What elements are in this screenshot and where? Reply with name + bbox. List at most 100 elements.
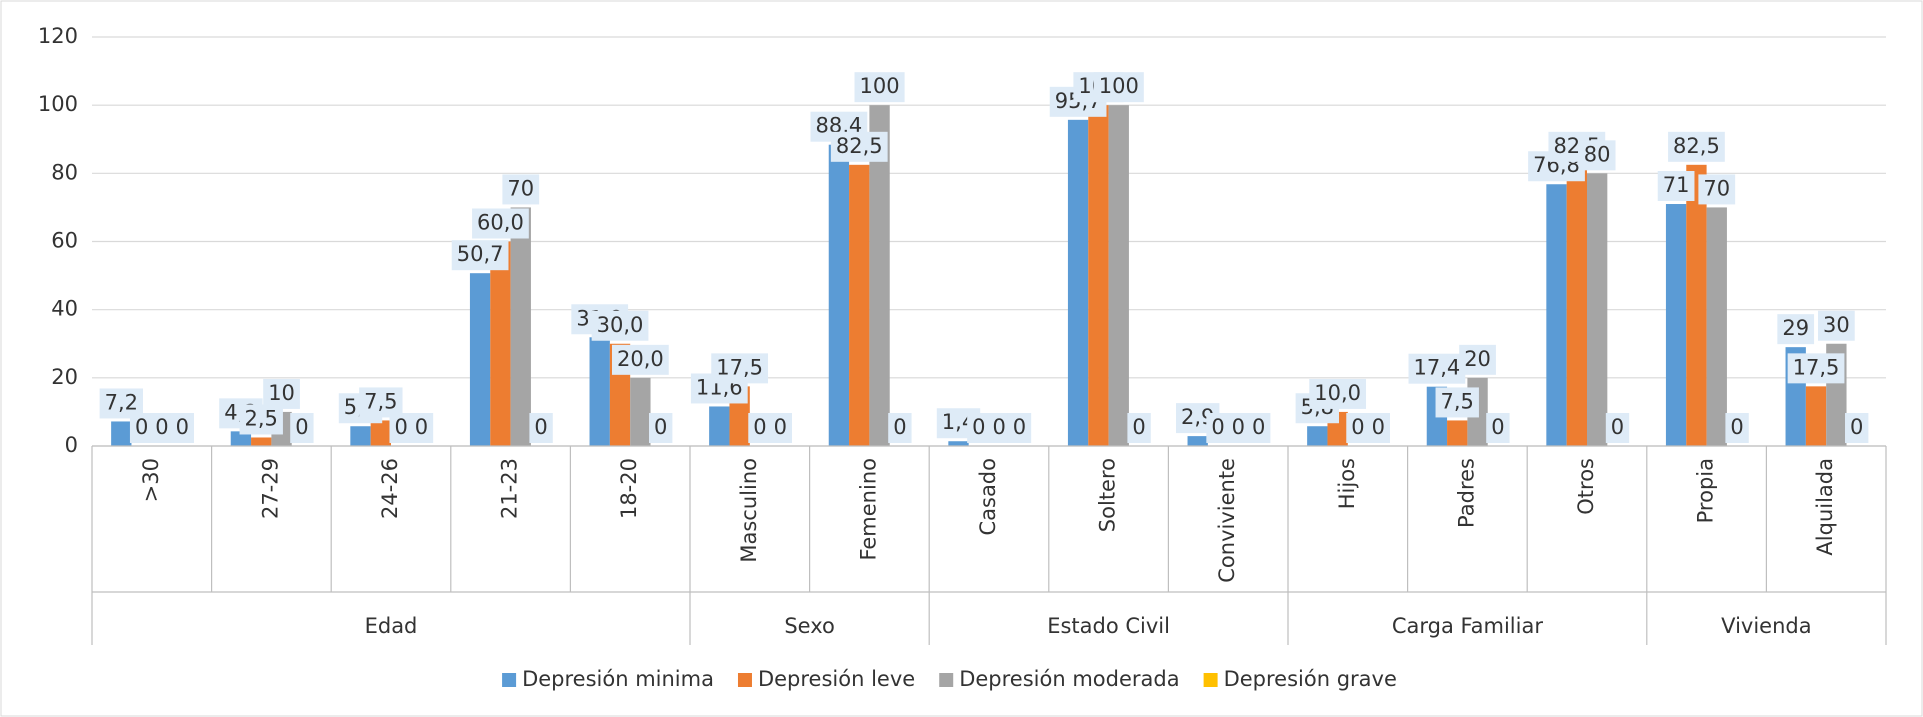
data-label: 17,4	[1414, 356, 1461, 380]
data-label: 30,0	[597, 313, 644, 337]
data-label-bg	[409, 413, 434, 443]
data-label: 10	[268, 381, 295, 405]
bar	[828, 144, 850, 446]
data-label: 0	[394, 415, 407, 439]
group-label: Edad	[365, 614, 418, 638]
data-label-bg	[359, 387, 403, 418]
data-label-bg	[1459, 344, 1496, 375]
legend-label: Depresión leve	[758, 667, 915, 691]
data-label: 29	[1782, 316, 1809, 340]
legend-label: Depresión minima	[522, 667, 714, 691]
data-label-bg	[1578, 140, 1616, 171]
data-label-bg	[1777, 314, 1815, 345]
data-label: 0	[1491, 415, 1504, 439]
x-tick-label: Casado	[976, 458, 1000, 536]
y-tick-label: 80	[51, 160, 78, 184]
data-label-bg	[768, 413, 792, 443]
bar	[1587, 173, 1608, 447]
bar	[849, 164, 870, 446]
bar	[1067, 119, 1089, 446]
legend-swatch	[502, 673, 517, 687]
x-tick-label: Hijos	[1335, 458, 1359, 509]
data-label: 2,5	[245, 406, 278, 430]
bar	[1566, 164, 1587, 446]
legend-label: Depresión moderada	[959, 667, 1179, 691]
data-label: 50,7	[457, 242, 504, 266]
data-label-bg	[1007, 413, 1032, 443]
data-label-bg	[502, 174, 540, 205]
data-label-bg	[1657, 171, 1695, 202]
data-label-bg	[170, 413, 194, 443]
data-label-bg	[611, 344, 669, 375]
data-label-bg	[1247, 413, 1271, 443]
data-label-bg	[1127, 413, 1151, 443]
data-label-bg	[1408, 353, 1466, 384]
data-label: 80	[1584, 142, 1611, 166]
data-label: 0	[1351, 415, 1364, 439]
data-label: 0	[415, 415, 428, 439]
data-label: 100	[1099, 74, 1139, 98]
data-label-bg	[649, 413, 673, 443]
y-tick-label: 40	[51, 297, 78, 321]
data-label: 0	[1252, 415, 1265, 439]
data-label-bg	[263, 378, 300, 409]
x-tick-label: Masculino	[737, 458, 761, 563]
bar	[1706, 207, 1727, 446]
data-label-bg	[1817, 310, 1855, 341]
y-tick-label: 0	[65, 433, 78, 457]
legend-label: Depresión grave	[1224, 667, 1397, 691]
data-label: 0	[155, 415, 168, 439]
bar	[510, 207, 531, 446]
bar	[869, 105, 890, 447]
data-label-bg	[1346, 413, 1370, 443]
data-label: 0	[893, 415, 906, 439]
bar	[1805, 386, 1827, 446]
data-label-bg	[854, 72, 905, 103]
data-label: 70	[507, 176, 534, 200]
x-tick-label: Padres	[1454, 458, 1478, 528]
data-label-bg	[830, 131, 888, 162]
data-label-bg	[711, 353, 769, 384]
x-tick-label: 21-23	[498, 458, 522, 519]
x-tick-label: 24-26	[378, 458, 402, 519]
data-label-bg	[129, 413, 154, 443]
data-label-bg	[150, 413, 174, 443]
bar	[589, 337, 610, 446]
data-label: 0	[992, 415, 1005, 439]
data-label: 0	[1850, 415, 1863, 439]
data-label: 60,0	[477, 211, 524, 235]
data-label-bg	[1226, 413, 1251, 443]
y-tick-label: 20	[51, 365, 78, 389]
group-label: Carga Familiar	[1392, 614, 1544, 638]
data-label: 0	[654, 415, 667, 439]
legend-swatch	[939, 673, 954, 687]
data-label: 20	[1464, 347, 1491, 371]
data-label: 0	[1730, 415, 1743, 439]
data-label-bg	[1435, 387, 1479, 418]
group-label: Sexo	[784, 614, 835, 638]
x-tick-label: Soltero	[1096, 458, 1120, 532]
legend-swatch	[1203, 673, 1218, 687]
data-label: 0	[176, 415, 189, 439]
bar	[251, 437, 272, 446]
bar	[709, 406, 730, 446]
x-tick-label: Conviviente	[1215, 458, 1239, 583]
data-label-bg	[967, 413, 991, 443]
data-label: 70	[1703, 176, 1730, 200]
y-tick-label: 120	[38, 24, 78, 48]
data-label-bg	[591, 310, 649, 341]
data-label: 0	[753, 415, 766, 439]
data-label: 0	[1013, 415, 1026, 439]
data-label: 0	[1132, 415, 1145, 439]
data-label-bg	[472, 208, 529, 239]
bar	[1088, 105, 1109, 447]
data-label: 0	[1611, 415, 1624, 439]
bar	[948, 441, 969, 446]
bar	[230, 431, 252, 446]
data-label: 71	[1663, 173, 1690, 197]
data-label-bg	[888, 413, 912, 443]
y-tick-label: 60	[51, 229, 78, 253]
data-label: 17,5	[716, 355, 763, 379]
